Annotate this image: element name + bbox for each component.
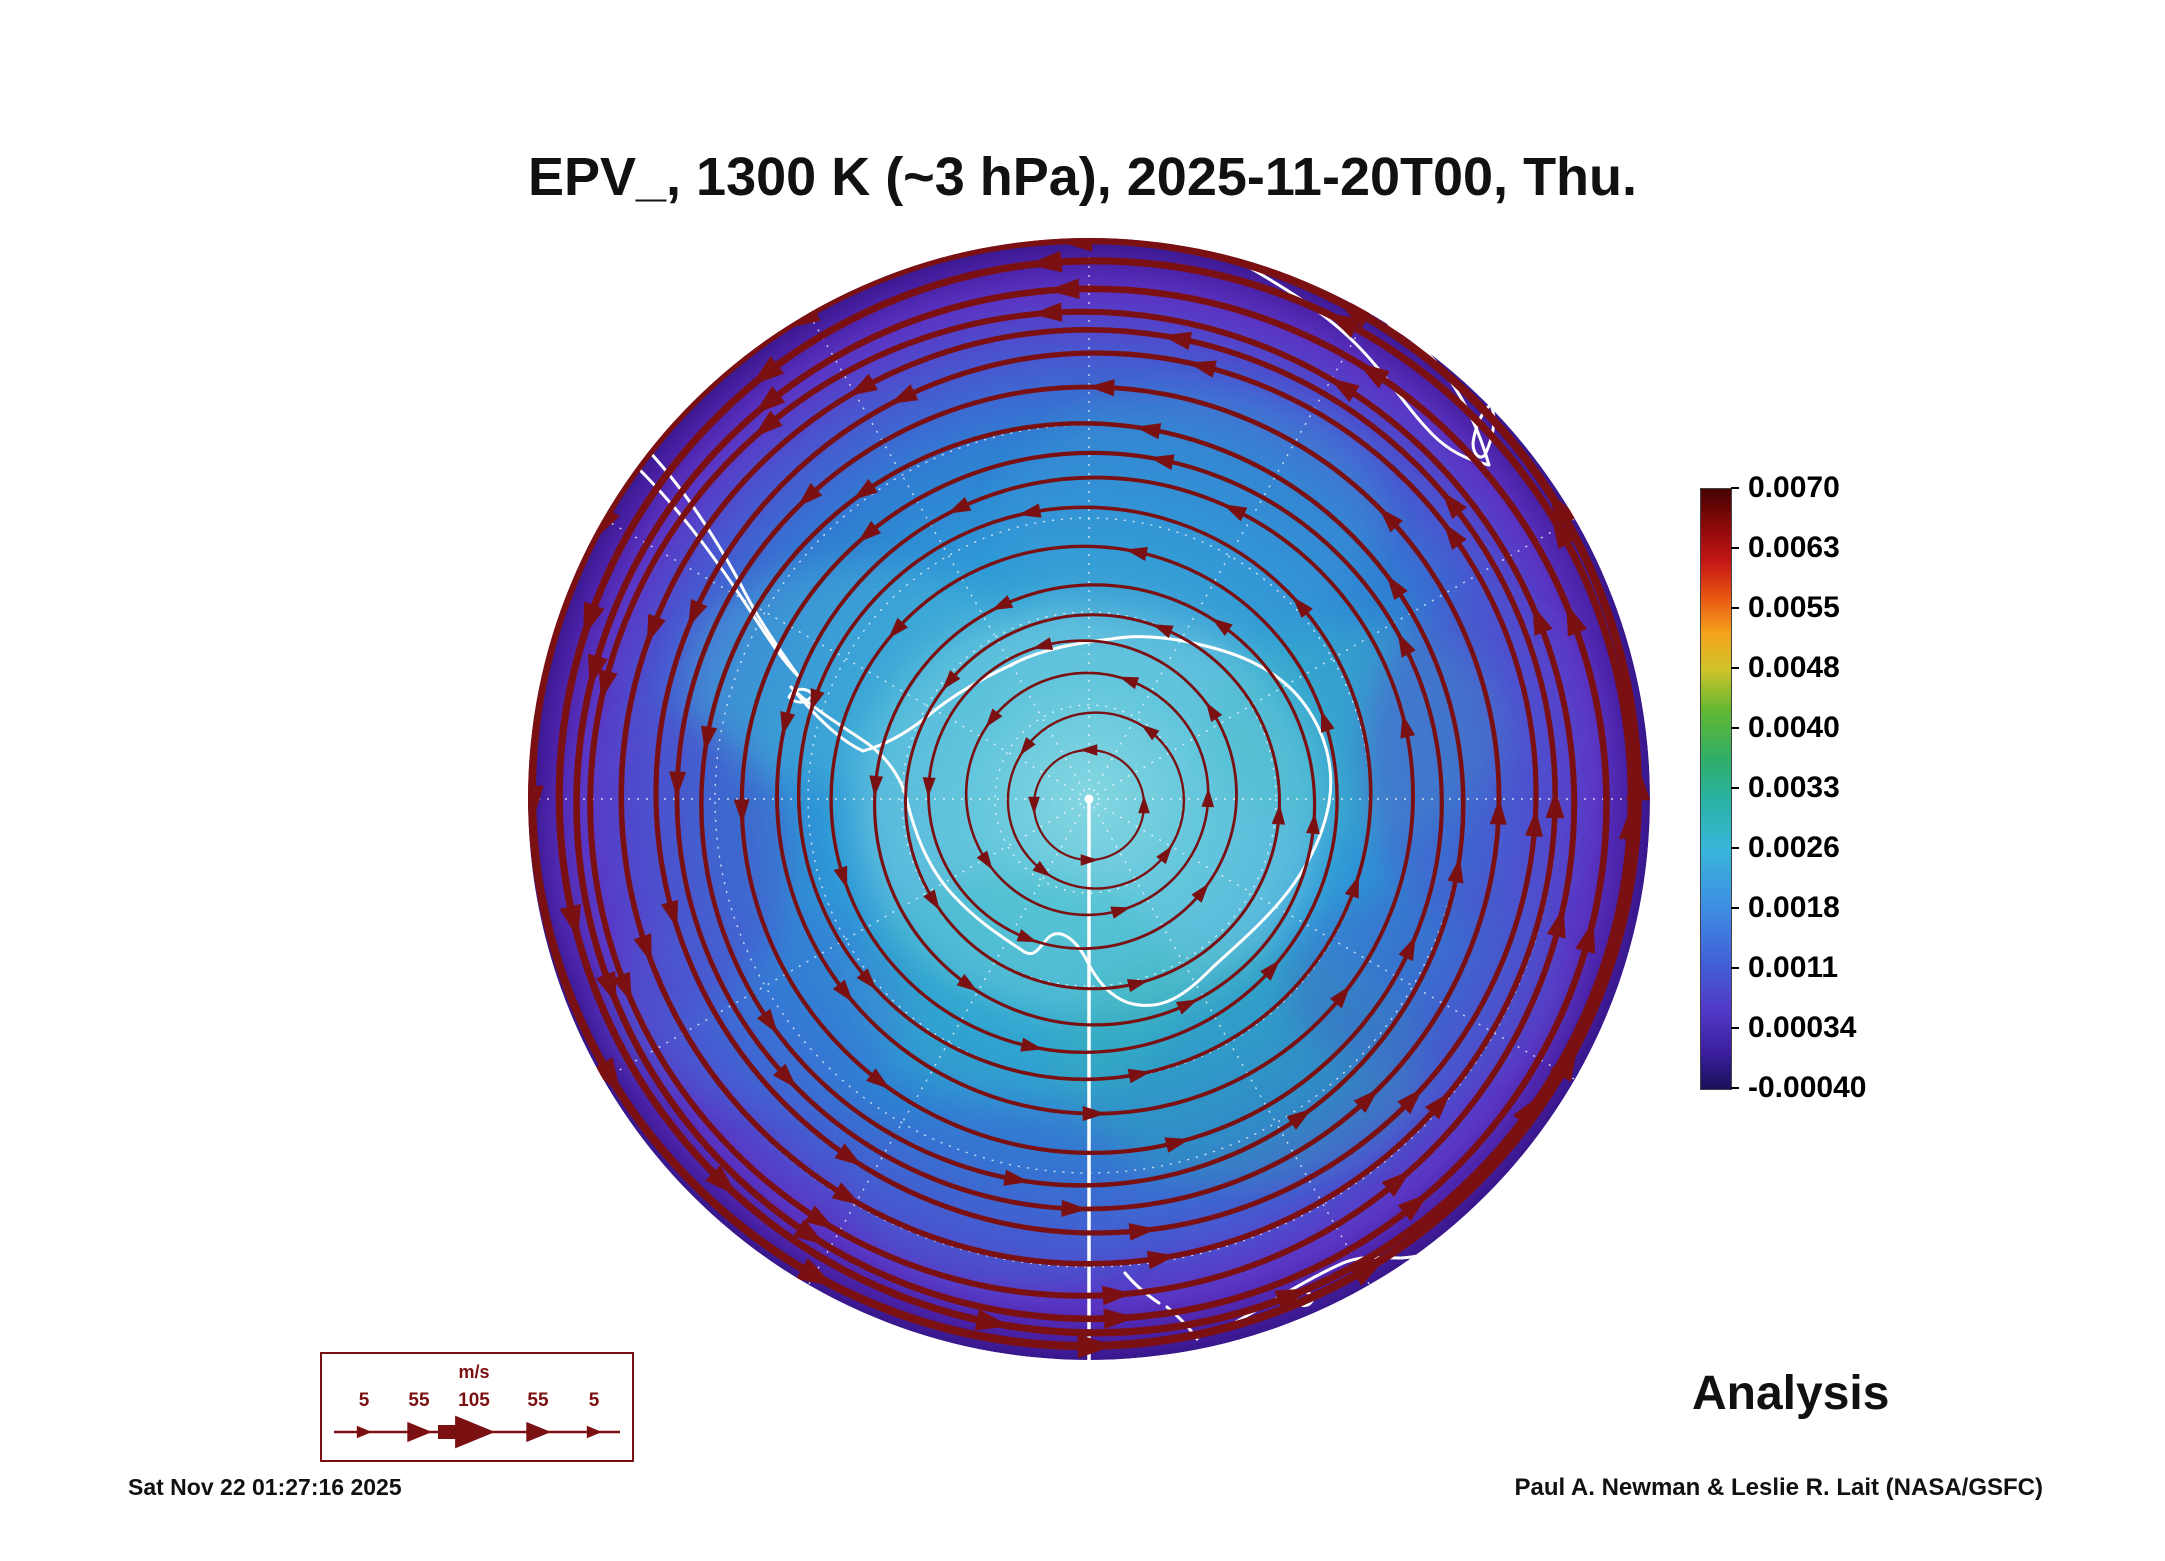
analysis-label: Analysis	[1692, 1367, 1890, 1420]
wind-legend-tick: 5	[589, 1390, 600, 1411]
colorbar-tick-label: 0.0033	[1748, 771, 1840, 804]
wind-streamlines	[528, 238, 1650, 1359]
wind-legend-tick: 5	[359, 1390, 370, 1411]
wind-speed-legend: m/s 5 55 105 55 5	[320, 1352, 634, 1462]
colorbar-tick-label: 0.0048	[1748, 651, 1840, 684]
coastline-antarctica	[789, 635, 1333, 1007]
wind-legend-tick: 55	[527, 1390, 549, 1411]
colorbar-gradient	[1700, 488, 1732, 1090]
colorbar-tick-label: 0.00034	[1748, 1011, 1857, 1044]
colorbar-tick-label: 0.0040	[1748, 711, 1840, 744]
wind-legend-tick: 55	[408, 1390, 430, 1411]
credit-line: Paul A. Newman & Leslie R. Lait (NASA/GS…	[1514, 1474, 2043, 1501]
colorbar-tick-label: 0.0055	[1748, 591, 1840, 624]
colorbar-tick-label: 0.0063	[1748, 531, 1840, 564]
colorbar-tick-label: 0.0018	[1748, 891, 1840, 924]
plot-title: EPV_, 1300 K (~3 hPa), 2025-11-20T00, Th…	[527, 147, 1638, 207]
colorbar-ticks	[1731, 487, 1739, 1089]
colorbar-tick-label: 0.0011	[1748, 951, 1839, 984]
colorbar-tick-label: -0.00040	[1748, 1071, 1867, 1104]
wind-legend-unit: m/s	[458, 1362, 489, 1382]
wind-legend-tick: 105	[458, 1390, 490, 1411]
colorbar-tick-labels: 0.0070 0.0063 0.0055 0.0048 0.0040 0.003…	[1748, 473, 1928, 1103]
colorbar-tick-label: 0.0026	[1748, 831, 1840, 864]
south-pole-marker	[1084, 794, 1094, 804]
creation-timestamp: Sat Nov 22 01:27:16 2025	[128, 1474, 402, 1500]
wind-legend-arrow-scale	[334, 1415, 620, 1449]
south-polar-map	[528, 238, 1650, 1360]
colorbar-tick-label: 0.0070	[1748, 471, 1840, 504]
